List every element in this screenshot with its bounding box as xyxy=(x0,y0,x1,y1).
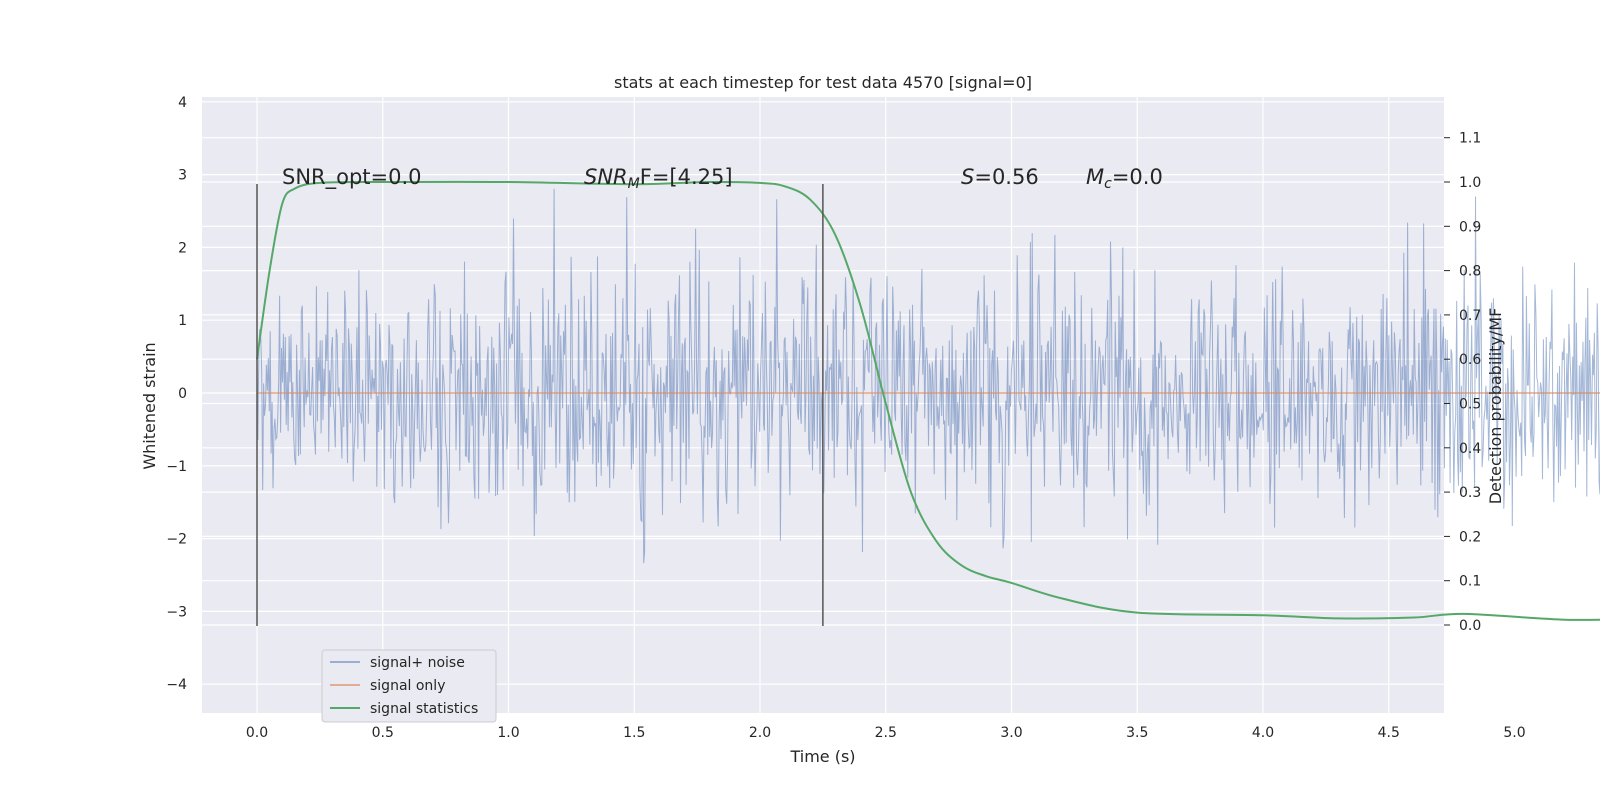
y-tick-label: −4 xyxy=(166,677,187,693)
legend-label-signal: signal only xyxy=(370,678,445,694)
y-axis-title: Whitened strain xyxy=(140,342,159,469)
y-tick-label: −1 xyxy=(166,459,187,475)
y2-tick-label: 0.2 xyxy=(1459,529,1481,545)
y2-tick-label: 0.3 xyxy=(1459,485,1481,501)
x-tick-label: 4.5 xyxy=(1378,725,1400,741)
y-tick-label: 0 xyxy=(178,386,187,402)
vline-layer xyxy=(256,184,824,626)
x-axis-title: Time (s) xyxy=(789,747,855,766)
y2-tick-label: 1.1 xyxy=(1459,131,1481,147)
x-tick-label: 5.0 xyxy=(1503,725,1525,741)
legend: signal+ noise signal only signal statist… xyxy=(321,649,497,723)
series-signal-noise xyxy=(256,188,1600,564)
legend-box xyxy=(321,649,497,723)
x-tick-label: 1.0 xyxy=(497,725,519,741)
y2-tick-label: 0.6 xyxy=(1459,352,1481,368)
y-tick-label: −2 xyxy=(166,532,187,548)
x-tick-label: 0.0 xyxy=(246,725,268,741)
y2-tick-label: 0.8 xyxy=(1459,264,1481,280)
y2-tick-label: 0.5 xyxy=(1459,397,1481,413)
x-tick-label: 2.0 xyxy=(749,725,771,741)
series-signal-statistics xyxy=(256,180,1600,621)
y-tick-label: 4 xyxy=(178,95,187,111)
y2-axis-title: Detection probability/MF xyxy=(1486,308,1505,505)
x-tick-label: 1.5 xyxy=(623,725,645,741)
y-tick-label: −3 xyxy=(166,604,187,620)
y-tick-labels: 4 3 2 1 0 −1 −2 −3 −4 xyxy=(166,95,187,693)
y2-tick-labels: 1.1 1.0 0.9 0.8 0.7 0.6 0.5 0.4 0.3 0.2 0.1 0.0 xyxy=(1444,131,1481,634)
x-tick-label: 3.0 xyxy=(1000,725,1022,741)
annotation-snr-mf: SNRMF=[4.25] xyxy=(584,165,733,192)
x-tick-label: 0.5 xyxy=(372,725,394,741)
annotation-mc: Mc=0.0 xyxy=(1086,165,1163,192)
y2-tick-label: 1.0 xyxy=(1459,175,1481,191)
legend-label-stats: signal statistics xyxy=(370,701,478,717)
chart-title: stats at each timestep for test data 457… xyxy=(614,73,1032,92)
y2-tick-label: 0.0 xyxy=(1459,618,1481,634)
annotation-snr-opt: SNR_opt=0.0 xyxy=(282,165,422,190)
legend-label-noise: signal+ noise xyxy=(370,655,465,671)
y-tick-label: 1 xyxy=(178,313,187,329)
line-layer xyxy=(256,180,1600,621)
annotation-s: S=0.56 xyxy=(961,165,1039,189)
x-tick-label: 3.5 xyxy=(1126,725,1148,741)
y2-tick-label: 0.1 xyxy=(1459,574,1481,590)
x-tick-labels: 0.00.51.01.52.02.53.03.54.04.55.05.56.06… xyxy=(246,725,1526,741)
y-tick-label: 3 xyxy=(178,168,187,184)
y2-tick-label: 0.9 xyxy=(1459,219,1481,235)
y2-tick-label: 0.7 xyxy=(1459,308,1481,324)
x-tick-label: 2.5 xyxy=(875,725,897,741)
y2-tick-label: 0.4 xyxy=(1459,441,1481,457)
y-tick-label: 2 xyxy=(178,240,187,256)
x-tick-label: 4.0 xyxy=(1252,725,1274,741)
noise-series xyxy=(256,188,1600,564)
